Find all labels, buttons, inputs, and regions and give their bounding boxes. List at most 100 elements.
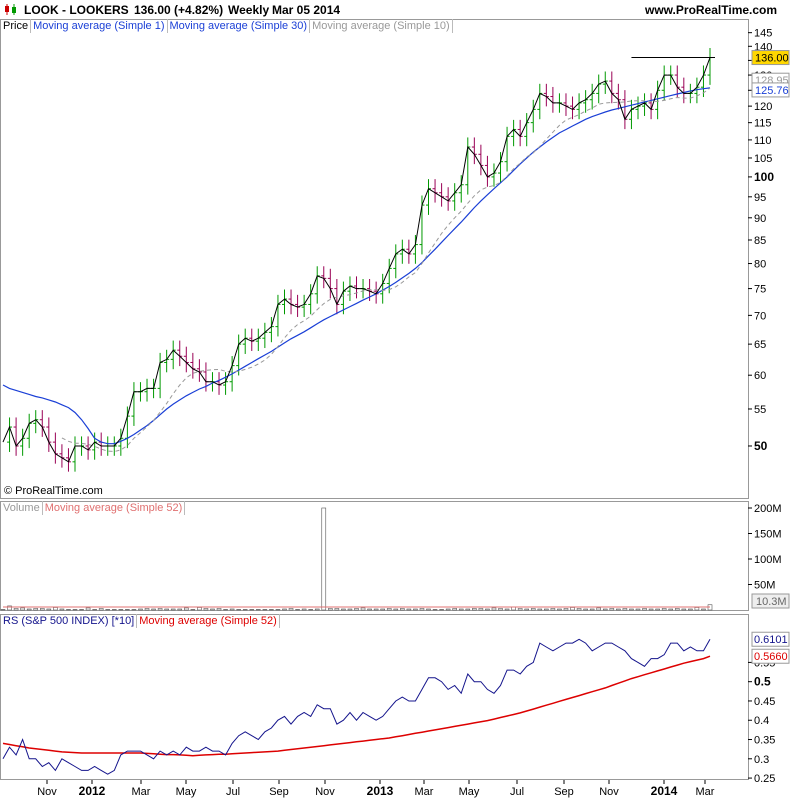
price-tick-label: 120 [754,101,772,113]
volume-bar [66,609,71,611]
volume-bar [210,608,215,611]
price-tick-label: 60 [754,370,766,382]
x-tick-label: Nov [599,786,619,798]
volume-bar [288,608,294,611]
volume-bar [491,607,497,611]
volume-bar [681,608,687,611]
volume-bar [125,609,130,611]
period-label: Weekly [228,3,270,17]
volume-bar [131,609,137,611]
volume-bar [39,608,45,611]
legend-volume-ma[interactable]: Moving average (Simple 52) [43,501,186,515]
x-tick-label: Jul [226,786,240,798]
volume-bar [419,608,425,611]
volume-bar [151,608,156,611]
volume-bar [609,608,615,611]
price-tick-label: 100 [754,170,774,184]
volume-bar [347,608,353,611]
ma30-value-label: 125.76 [755,85,789,97]
price-tick-label: 145 [754,28,772,40]
price-tick-label: 80 [754,259,766,271]
volume-bar [596,607,602,611]
legend-rs[interactable]: RS (S&P 500 INDEX) [*10] [1,614,138,628]
volume-bar [589,608,595,611]
volume-bar [308,609,313,611]
volume-bar [465,608,471,611]
x-tick-label: Nov [37,786,57,798]
volume-bar [622,608,628,611]
volume-bar [216,608,222,611]
volume-bar [530,608,536,611]
volume-bar [164,608,169,611]
volume-bar [249,609,255,611]
volume-value-box [751,593,790,609]
volume-bar [46,608,52,611]
volume-tick-label: 50M [754,580,775,592]
volume-bar [85,607,91,611]
legend-rs-ma[interactable]: Moving average (Simple 52) [137,614,280,628]
volume-bar [432,609,438,611]
price-tick-label: 50 [754,439,768,453]
volume-bar [616,608,621,611]
volume-bar [341,608,346,611]
rs-tick-label: 0.4 [754,715,769,727]
volume-bar [458,608,464,611]
close-line [2,57,711,463]
volume-bar [301,608,307,611]
legend-price[interactable]: Price [1,19,32,33]
volume-bar [328,608,333,611]
volume-bar [406,608,412,611]
volume-bar [13,608,19,611]
ma30-value-label-box [751,82,790,98]
volume-bar [144,608,150,611]
legend-ma1[interactable]: Moving average (Simple 1) [31,19,168,33]
volume-bar [563,608,569,611]
volume-bar [92,609,97,611]
volume-bar [53,607,58,611]
volume-bar [360,607,366,611]
rs-panel-frame [0,614,749,780]
volume-bar [190,609,196,611]
price-tick-label: 95 [754,192,766,204]
volume-bar [602,608,608,611]
volume-bar [275,609,281,611]
legend-volume[interactable]: Volume [1,501,43,515]
volume-bar [557,608,562,611]
x-tick-label: Jul [510,786,524,798]
last-price-label-box [751,50,790,66]
volume-bar [354,608,359,611]
volume-bar [472,608,477,611]
x-tick-label: 2013 [367,784,394,798]
price-panel-frame [0,19,749,499]
site-label: www.ProRealTime.com [645,3,778,17]
rs-tick-label: 0.35 [754,735,775,747]
price-tick-label: 70 [754,310,766,322]
volume-bar [170,608,176,611]
legend-ma10[interactable]: Moving average (Simple 10) [310,19,453,33]
price-tick-label: 65 [754,339,766,351]
x-tick-label: 2014 [651,784,678,798]
price-tick-label: 90 [754,213,766,225]
volume-bar [157,608,163,611]
symbol-title: LOOK - LOOKERS [24,3,129,17]
copyright-label: © ProRealTime.com [4,485,103,497]
volume-bar [498,608,503,611]
rs-tick-label: 0.45 [754,696,775,708]
volume-bar [400,608,405,611]
rs-value-label: 0.6101 [754,634,788,646]
volume-bar [79,609,84,611]
volume-bar [98,608,104,611]
x-tick-label: May [459,786,480,798]
volume-bar [321,507,327,611]
volume-bar [661,608,667,611]
volume-bar [426,608,431,611]
volume-bar [668,608,674,611]
ma10-line [61,87,711,453]
volume-bar [642,608,647,611]
legend-ma30[interactable]: Moving average (Simple 30) [168,19,311,33]
volume-bar [570,607,575,611]
volume-bar [242,609,248,611]
volume-bar [373,608,379,611]
volume-bar [269,609,274,611]
rs-line [2,638,711,775]
